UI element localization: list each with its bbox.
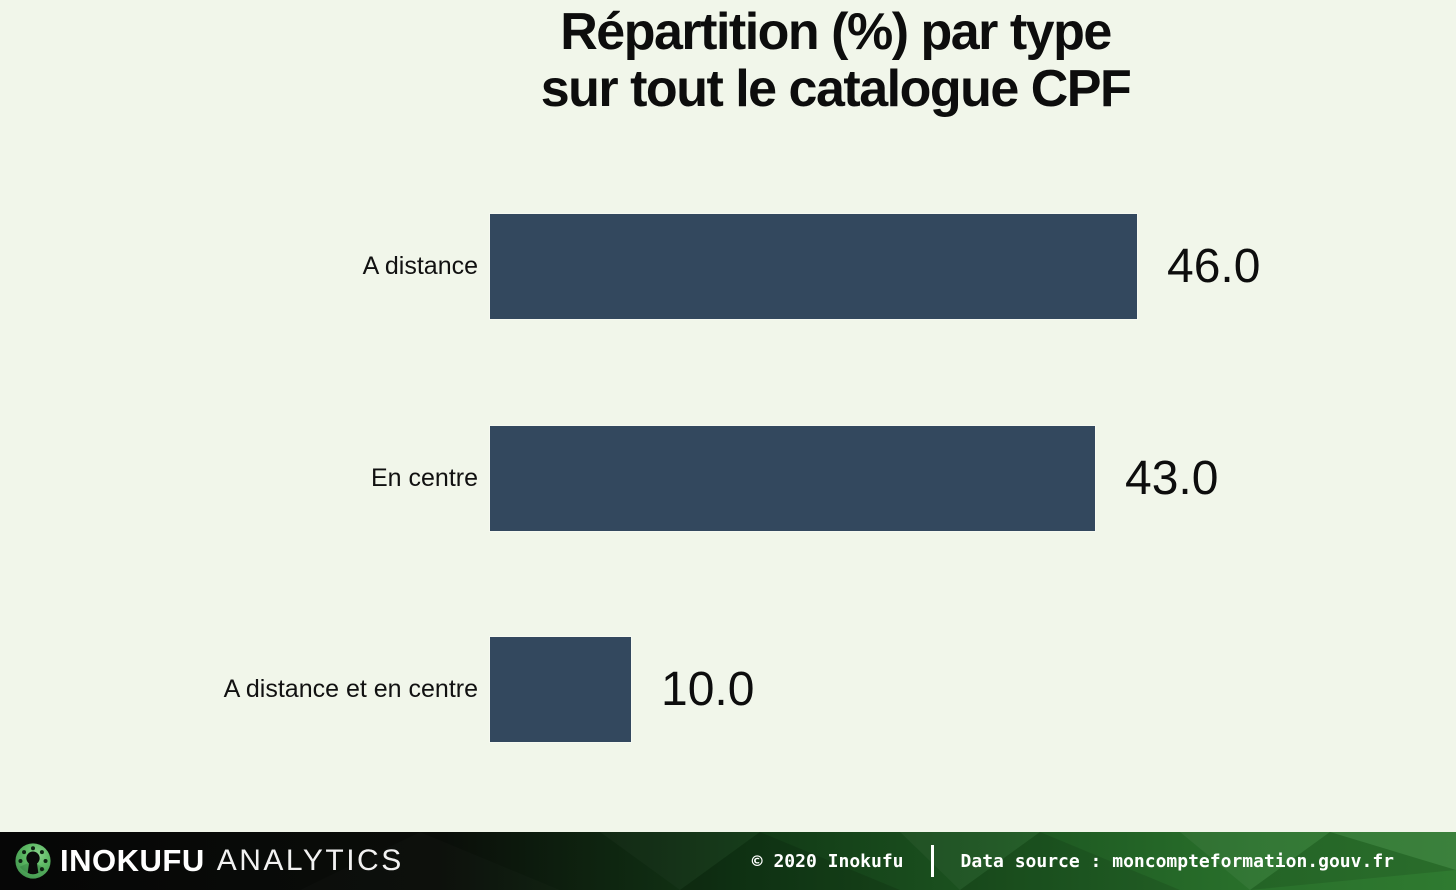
- brand-name: INOKUFU: [60, 843, 205, 878]
- plot-area: A distance 46.0 En centre 43.0 A distance et…: [0, 214, 1456, 854]
- footer: INOKUFU ANALYTICS © 2020 Inokufu Data so…: [0, 832, 1456, 890]
- data-source-text: Data source : moncompteformation.gouv.fr: [960, 850, 1394, 872]
- bar: [490, 426, 1095, 531]
- inokufu-logo-icon: [15, 843, 51, 879]
- bar: [490, 637, 631, 742]
- category-label: A distance et en centre: [223, 675, 478, 703]
- value-label: 46.0: [1167, 240, 1261, 293]
- footer-credits: © 2020 Inokufu Data source : moncomptefo…: [752, 845, 1456, 877]
- chart-title-line1: Répartition (%) par type: [560, 3, 1112, 61]
- brand-logo-group: INOKUFU ANALYTICS: [14, 842, 404, 880]
- footer-divider: [930, 845, 934, 877]
- bar-row: En centre 43.0: [0, 426, 1456, 531]
- bar-row: A distance 46.0: [0, 214, 1456, 319]
- chart-title: Répartition (%) par type sur tout le cat…: [215, 4, 1456, 118]
- brand-suffix: ANALYTICS: [216, 844, 404, 877]
- bar-row: A distance et en centre 10.0: [0, 637, 1456, 742]
- category-label: A distance: [362, 252, 478, 280]
- value-label: 10.0: [661, 663, 755, 716]
- chart-title-line2: sur tout le catalogue CPF: [540, 60, 1132, 118]
- value-label: 43.0: [1125, 452, 1219, 505]
- bar: [490, 214, 1137, 319]
- copyright-text: © 2020 Inokufu: [751, 850, 904, 872]
- category-label: En centre: [370, 464, 478, 492]
